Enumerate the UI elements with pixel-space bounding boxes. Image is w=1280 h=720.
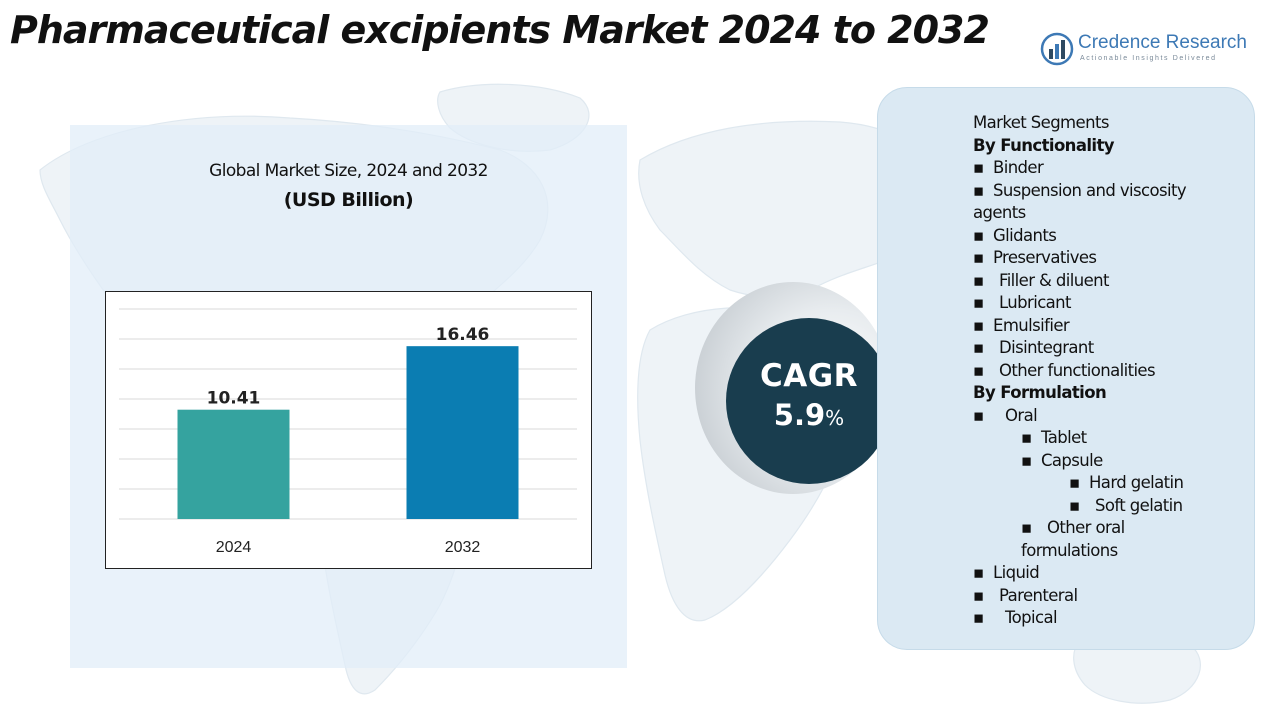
cagr-badge: CAGR 5.9% xyxy=(726,318,892,484)
segments-list: Market Segments By Functionality ▪ Binder… xyxy=(973,112,1253,630)
segment-item: ▪ Oral xyxy=(973,405,1038,425)
chart-unit: (USD Billion) xyxy=(283,189,414,211)
segment-item: ▪ Filler & diluent xyxy=(973,270,1110,290)
segment-item: ▪ Binder xyxy=(973,158,1044,177)
bar-chart: 10.41 16.46 2024 2032 xyxy=(105,291,592,569)
cagr-number: 5.9 xyxy=(773,398,826,432)
x-tick-label-2024: 2024 xyxy=(216,539,252,556)
logo-tagline: Actionable Insights Delivered xyxy=(1080,55,1217,62)
x-tick-label-2032: 2032 xyxy=(445,539,481,556)
logo-bars-icon xyxy=(1040,32,1074,66)
bar-labels: 10.41 16.46 xyxy=(207,325,490,409)
segment-subitem-wrap: formulations xyxy=(1021,540,1118,560)
chart-panel: Global Market Size, 2024 and 2032 (USD B… xyxy=(70,125,627,668)
segment-item: ▪ Parenteral xyxy=(973,585,1078,605)
segment-item-wrap: agents xyxy=(973,203,1026,222)
market-segments-panel: Market Segments By Functionality ▪ Binder… xyxy=(877,87,1255,650)
segment-subitem: ▪ Tablet xyxy=(1021,428,1087,447)
data-label-2024: 10.41 xyxy=(207,389,261,409)
segment-subsubitem: ▪ Soft gelatin xyxy=(1069,495,1183,515)
segment-item: ▪ Emulsifier xyxy=(973,315,1070,335)
segment-subsubitem: ▪ Hard gelatin xyxy=(1069,473,1184,492)
segment-subitem: ▪ Other oral xyxy=(1021,518,1125,537)
segments-heading: Market Segments xyxy=(973,113,1109,132)
logo-name: Credence Research xyxy=(1078,32,1247,53)
segment-item: ▪ Lubricant xyxy=(973,293,1072,312)
segment-item: ▪ Preservatives xyxy=(973,248,1097,267)
segment-item: ▪ Disintegrant xyxy=(973,338,1094,357)
bar-2032 xyxy=(406,346,519,519)
cagr-unit: % xyxy=(825,406,845,430)
segment-item: ▪ Liquid xyxy=(973,563,1040,582)
chart-title: Global Market Size, 2024 and 2032 xyxy=(209,161,488,181)
cagr-value: 5.9% xyxy=(726,398,892,432)
segment-subitem: ▪ Capsule xyxy=(1021,450,1103,470)
x-tick-labels: 2024 2032 xyxy=(216,539,481,556)
segment-item: ▪ Topical xyxy=(973,608,1058,627)
page-title: Pharmaceutical excipients Market 2024 to… xyxy=(10,8,990,52)
segment-item: ▪ Suspension and viscosity xyxy=(973,180,1187,200)
segment-item: ▪ Glidants xyxy=(973,225,1057,245)
bars xyxy=(177,346,519,519)
cagr-label: CAGR xyxy=(759,358,859,394)
credence-research-logo: Credence Research Actionable Insights De… xyxy=(1040,30,1255,70)
by-functionality-heading: By Functionality xyxy=(973,135,1115,155)
segment-item: ▪ Other functionalities xyxy=(973,360,1156,380)
data-label-2032: 16.46 xyxy=(436,325,490,345)
by-formulation-heading: By Formulation xyxy=(973,383,1107,402)
bar-2024 xyxy=(177,409,290,519)
